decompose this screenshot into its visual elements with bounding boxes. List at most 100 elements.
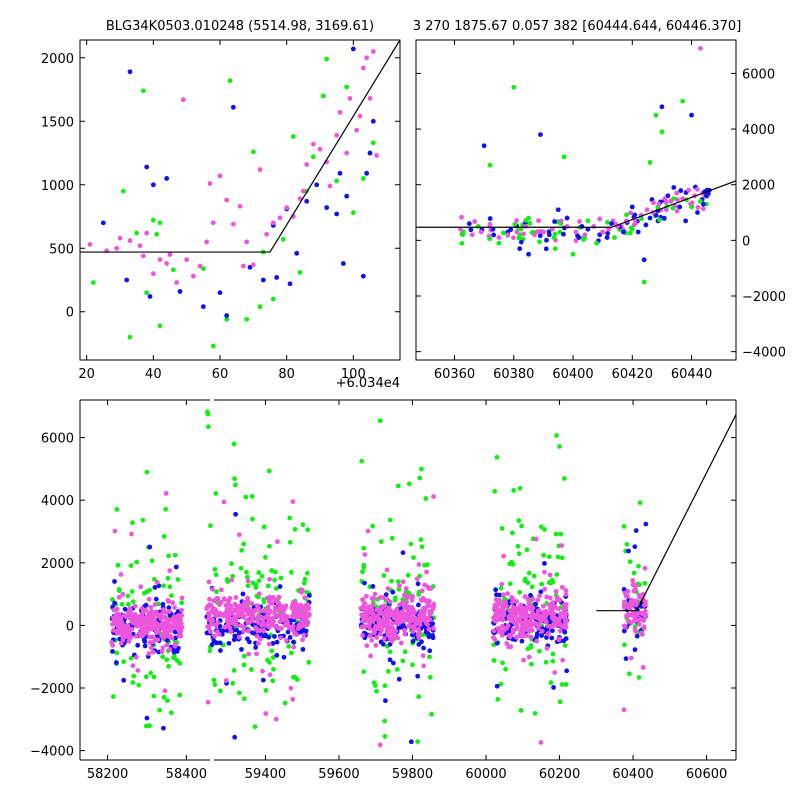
point-magenta bbox=[254, 633, 260, 639]
point-blue bbox=[416, 642, 422, 647]
point-green bbox=[265, 583, 271, 589]
point-magenta bbox=[205, 624, 211, 630]
point-magenta bbox=[414, 617, 420, 623]
point-magenta bbox=[245, 604, 251, 610]
point-green bbox=[280, 236, 286, 242]
point-green bbox=[288, 650, 294, 656]
point-magenta bbox=[253, 625, 258, 630]
point-magenta bbox=[536, 218, 541, 224]
point-blue bbox=[260, 277, 266, 283]
point-magenta bbox=[409, 593, 415, 599]
point-blue bbox=[634, 633, 640, 639]
point-magenta bbox=[402, 627, 407, 633]
point-magenta bbox=[505, 591, 511, 596]
point-magenta bbox=[514, 229, 520, 235]
point-blue bbox=[364, 170, 370, 176]
point-magenta bbox=[367, 626, 373, 632]
y-tick-label: 4000 bbox=[41, 494, 74, 509]
x-tick-label: 59800 bbox=[392, 767, 433, 782]
point-magenta bbox=[529, 627, 535, 633]
point-magenta bbox=[278, 635, 284, 641]
point-green bbox=[459, 240, 465, 246]
point-green bbox=[631, 570, 637, 576]
point-green bbox=[392, 595, 398, 601]
point-magenta bbox=[302, 595, 308, 600]
point-magenta bbox=[582, 232, 588, 238]
point-magenta bbox=[370, 611, 376, 617]
point-blue bbox=[579, 224, 585, 229]
point-magenta bbox=[160, 645, 166, 651]
point-green bbox=[559, 681, 565, 687]
point-magenta bbox=[217, 602, 222, 608]
point-magenta bbox=[556, 636, 562, 642]
point-blue bbox=[362, 580, 367, 586]
point-magenta bbox=[469, 232, 475, 238]
point-magenta bbox=[424, 569, 429, 575]
point-blue bbox=[142, 643, 148, 649]
point-green bbox=[642, 580, 648, 586]
point-magenta bbox=[514, 622, 520, 628]
point-magenta bbox=[116, 594, 122, 600]
point-magenta bbox=[506, 644, 512, 650]
point-green bbox=[157, 323, 163, 329]
point-magenta bbox=[541, 610, 547, 616]
point-blue bbox=[303, 628, 309, 634]
point-green bbox=[140, 88, 146, 94]
point-magenta bbox=[247, 612, 253, 617]
point-magenta bbox=[573, 229, 579, 235]
point-green bbox=[496, 240, 502, 246]
point-magenta bbox=[212, 633, 217, 639]
point-magenta bbox=[533, 536, 539, 542]
point-magenta bbox=[506, 615, 512, 621]
point-green bbox=[491, 658, 497, 663]
point-magenta bbox=[397, 583, 402, 589]
point-magenta bbox=[495, 625, 501, 631]
point-magenta bbox=[179, 607, 184, 613]
point-magenta bbox=[414, 576, 420, 582]
point-magenta bbox=[362, 606, 367, 612]
point-green bbox=[177, 692, 183, 698]
point-green bbox=[233, 482, 238, 488]
point-blue bbox=[112, 600, 118, 606]
point-blue bbox=[143, 602, 149, 608]
point-magenta bbox=[423, 598, 429, 604]
model-line bbox=[416, 180, 737, 228]
point-green bbox=[487, 236, 493, 242]
point-green bbox=[408, 541, 414, 547]
point-green bbox=[344, 84, 350, 90]
point-magenta bbox=[112, 607, 117, 613]
point-magenta bbox=[523, 224, 529, 229]
point-magenta bbox=[370, 602, 376, 608]
point-magenta bbox=[542, 586, 548, 592]
point-green bbox=[90, 280, 96, 285]
point-green bbox=[562, 476, 567, 481]
point-magenta bbox=[149, 634, 155, 640]
point-magenta bbox=[140, 616, 146, 622]
point-green bbox=[169, 593, 174, 599]
point-magenta bbox=[418, 597, 424, 603]
point-magenta bbox=[129, 626, 135, 632]
point-magenta bbox=[364, 55, 370, 61]
point-magenta bbox=[630, 578, 636, 584]
point-green bbox=[130, 680, 136, 685]
point-magenta bbox=[641, 602, 647, 608]
point-magenta bbox=[403, 600, 409, 606]
point-green bbox=[400, 658, 406, 664]
point-green bbox=[507, 581, 513, 587]
point-magenta bbox=[230, 221, 236, 227]
point-green bbox=[278, 575, 284, 581]
point-magenta bbox=[297, 196, 303, 202]
point-blue bbox=[538, 589, 544, 595]
point-magenta bbox=[267, 599, 272, 605]
point-magenta bbox=[698, 45, 703, 51]
point-magenta bbox=[117, 235, 123, 241]
point-blue bbox=[253, 645, 259, 650]
point-magenta bbox=[146, 596, 152, 602]
point-green bbox=[140, 517, 146, 523]
point-green bbox=[250, 149, 256, 155]
point-magenta bbox=[487, 224, 493, 229]
point-magenta bbox=[517, 607, 523, 613]
point-green bbox=[239, 547, 244, 553]
point-magenta bbox=[273, 624, 279, 629]
point-green bbox=[120, 188, 126, 194]
